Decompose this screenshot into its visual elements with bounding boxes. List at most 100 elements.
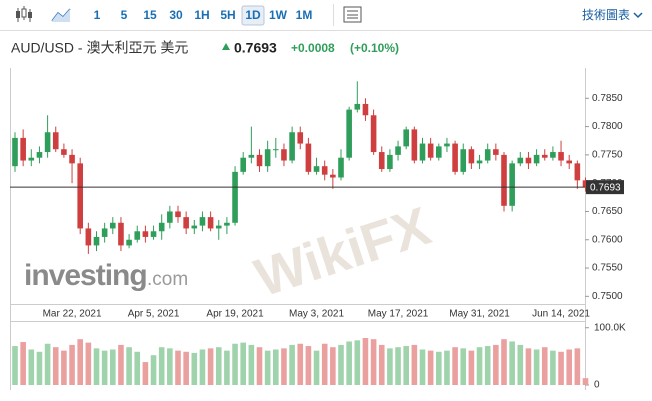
area-icon[interactable] xyxy=(51,8,71,22)
candle-body xyxy=(493,149,499,155)
volume-bar xyxy=(150,355,157,385)
candle-body xyxy=(297,132,304,144)
volume-bar xyxy=(419,349,426,385)
volume-bar xyxy=(281,348,287,385)
volume-bar xyxy=(101,350,108,385)
candle-body xyxy=(224,222,230,226)
candle-body xyxy=(387,154,393,170)
volume-bar xyxy=(224,350,230,385)
instrument-title: AUD/USD - 澳大利亞元 美元 xyxy=(11,40,188,56)
candle-body xyxy=(183,217,189,229)
chart-link-arrow[interactable] xyxy=(633,12,643,19)
candle-body xyxy=(289,132,295,161)
candle-body xyxy=(77,163,83,229)
volume-bar xyxy=(444,350,450,385)
volume-bar xyxy=(330,347,336,385)
volume-bar xyxy=(12,346,18,385)
active-interval-box[interactable] xyxy=(241,5,265,26)
interval-button[interactable]: 1M xyxy=(296,8,313,22)
volume-bar xyxy=(493,344,499,385)
volume-bar xyxy=(167,348,173,385)
candle-body xyxy=(517,157,524,164)
y-tick-label: 100.0K xyxy=(594,322,626,333)
x-tick-label: Apr 5, 2021 xyxy=(128,309,180,320)
y-tick-label: 0.7500 xyxy=(592,291,623,302)
candle-body xyxy=(484,149,491,161)
x-tick-label: May 31, 2021 xyxy=(449,309,510,320)
candle-body xyxy=(305,143,312,172)
y-tick-label: 0.7650 xyxy=(592,206,623,217)
candle-body xyxy=(150,231,157,237)
volume-bar xyxy=(346,341,352,385)
volume-bar xyxy=(305,346,312,385)
candle-body xyxy=(558,152,564,161)
x-tick-label: Jun 14, 2021 xyxy=(532,309,590,320)
interval-button[interactable]: 1W xyxy=(269,8,288,22)
candle-body xyxy=(330,174,336,178)
volume-bar xyxy=(61,350,67,385)
candle-body xyxy=(444,143,450,147)
chart-link[interactable]: 技術圖表 xyxy=(582,8,630,22)
volume-bar xyxy=(427,350,434,385)
y-tick-label: 0.7850 xyxy=(592,93,623,104)
interval-button[interactable]: 15 xyxy=(143,8,157,22)
last-price-box xyxy=(586,180,624,195)
volume-bar xyxy=(411,344,418,385)
last-price: 0.7693 xyxy=(234,40,277,56)
x-tick-label: Mar 22, 2021 xyxy=(43,309,102,320)
volume-bar xyxy=(126,347,132,385)
candle-body xyxy=(582,180,589,188)
y-tick-label: 0.7600 xyxy=(592,234,623,245)
interval-button[interactable]: 1 xyxy=(94,8,101,22)
volume-bar xyxy=(395,347,401,385)
volume-bar xyxy=(52,347,59,385)
candle-body xyxy=(354,103,361,110)
y-tick-label: 0.7800 xyxy=(592,121,623,132)
candle-body xyxy=(468,149,475,164)
interval-button[interactable]: 5 xyxy=(121,8,128,22)
volume-bar xyxy=(338,344,344,385)
interval-button[interactable]: 1H xyxy=(194,8,209,22)
candle-body xyxy=(12,137,18,167)
volume-bar xyxy=(158,347,165,385)
volume-bar xyxy=(93,348,100,385)
candle-body xyxy=(550,152,556,158)
price-change-percent: (+0.10%) xyxy=(350,41,399,55)
volume-bar xyxy=(232,343,238,385)
volume-bar xyxy=(403,346,409,385)
volume-bar xyxy=(215,347,222,385)
volume-bar xyxy=(468,350,475,385)
interval-button[interactable]: 1D xyxy=(245,8,261,22)
volume-bar xyxy=(36,351,43,385)
candle-body xyxy=(248,154,255,158)
interval-button[interactable]: 5H xyxy=(220,8,235,22)
volume-bar xyxy=(142,362,149,385)
volume-bar xyxy=(134,351,141,385)
y-tick-label: 0.7750 xyxy=(592,150,623,161)
interval-button[interactable]: 30 xyxy=(169,8,183,22)
volume-bar xyxy=(248,344,255,385)
watermark-brand-suffix: .com xyxy=(147,269,188,290)
candle-icon[interactable] xyxy=(16,6,32,22)
x-tick-label: Apr 19, 2021 xyxy=(206,309,264,320)
volume-bar xyxy=(525,348,532,385)
candle-body xyxy=(370,115,377,153)
price-change: +0.0008 xyxy=(291,41,335,55)
candle-body xyxy=(118,222,124,246)
x-tick-label: May 17, 2021 xyxy=(368,309,429,320)
candle-body xyxy=(256,154,263,167)
candle-body xyxy=(44,132,51,153)
candle-body xyxy=(61,149,67,155)
candle-body xyxy=(126,239,132,246)
candle-body xyxy=(175,211,181,218)
y-tick-label: 0 xyxy=(594,380,600,391)
indicator-icon[interactable] xyxy=(343,6,362,23)
candle-body xyxy=(110,222,116,229)
volume-bar xyxy=(460,348,467,385)
volume-bar xyxy=(541,347,548,385)
volume-bar xyxy=(110,349,116,385)
volume-bar xyxy=(582,378,589,385)
volume-bar xyxy=(207,348,214,385)
